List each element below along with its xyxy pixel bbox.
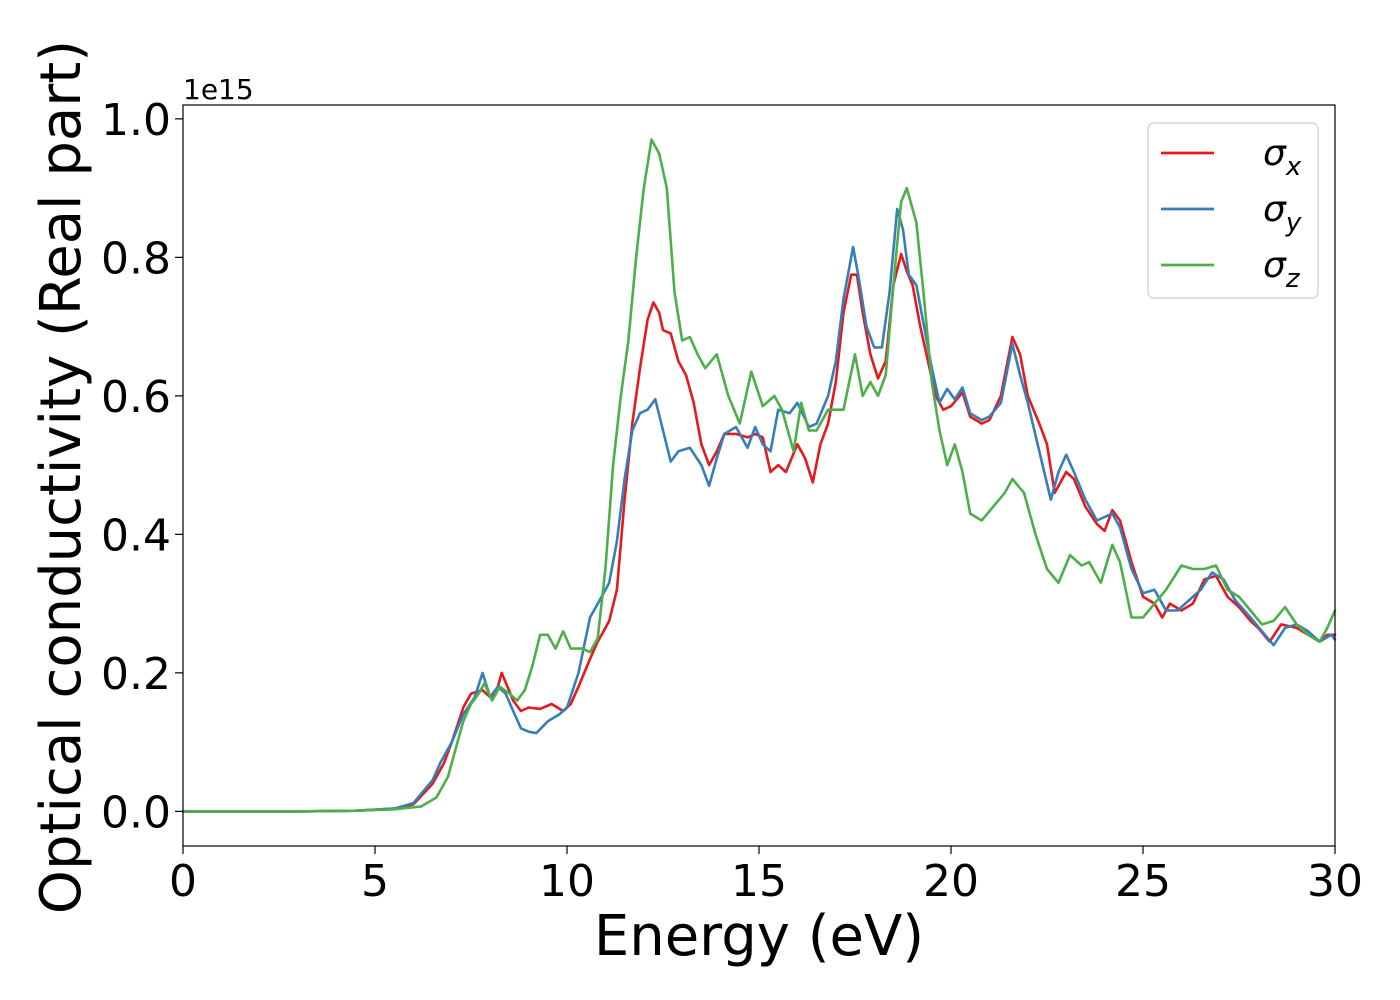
- x-tick-label: 20: [923, 856, 979, 907]
- y-offset-label: 1e15: [183, 73, 254, 106]
- x-tick-label: 30: [1307, 856, 1363, 907]
- y-tick-label: 0.8: [101, 233, 171, 284]
- legend-label-x: σx: [1263, 133, 1302, 182]
- y-axis-title: Optical conductivity (Real part): [29, 40, 94, 914]
- series-line-y: [181, 207, 1337, 813]
- y-tick-label: 1.0: [101, 95, 171, 146]
- x-tick-label: 15: [731, 856, 787, 907]
- x-tick-label: 0: [169, 856, 197, 907]
- series-line-z: [181, 138, 1337, 813]
- y-tick-label: 0.6: [101, 372, 171, 423]
- ticks-layer: 0 5 10 15 20 25 30 0.0 0.2 0.4 0.6 0.8 1.0: [101, 95, 1363, 907]
- y-tick-label: 0.2: [101, 649, 171, 700]
- series-layer: [181, 138, 1337, 813]
- legend-frame: [1147, 122, 1319, 299]
- y-tick-label: 0.4: [101, 510, 171, 561]
- x-tick-label: 5: [361, 856, 389, 907]
- x-axis-title: Energy (eV): [594, 904, 924, 969]
- y-tick-label: 0.0: [101, 787, 171, 838]
- series-line-x: [181, 252, 1337, 813]
- x-tick-label: 10: [539, 856, 595, 907]
- x-tick-label: 25: [1115, 856, 1171, 907]
